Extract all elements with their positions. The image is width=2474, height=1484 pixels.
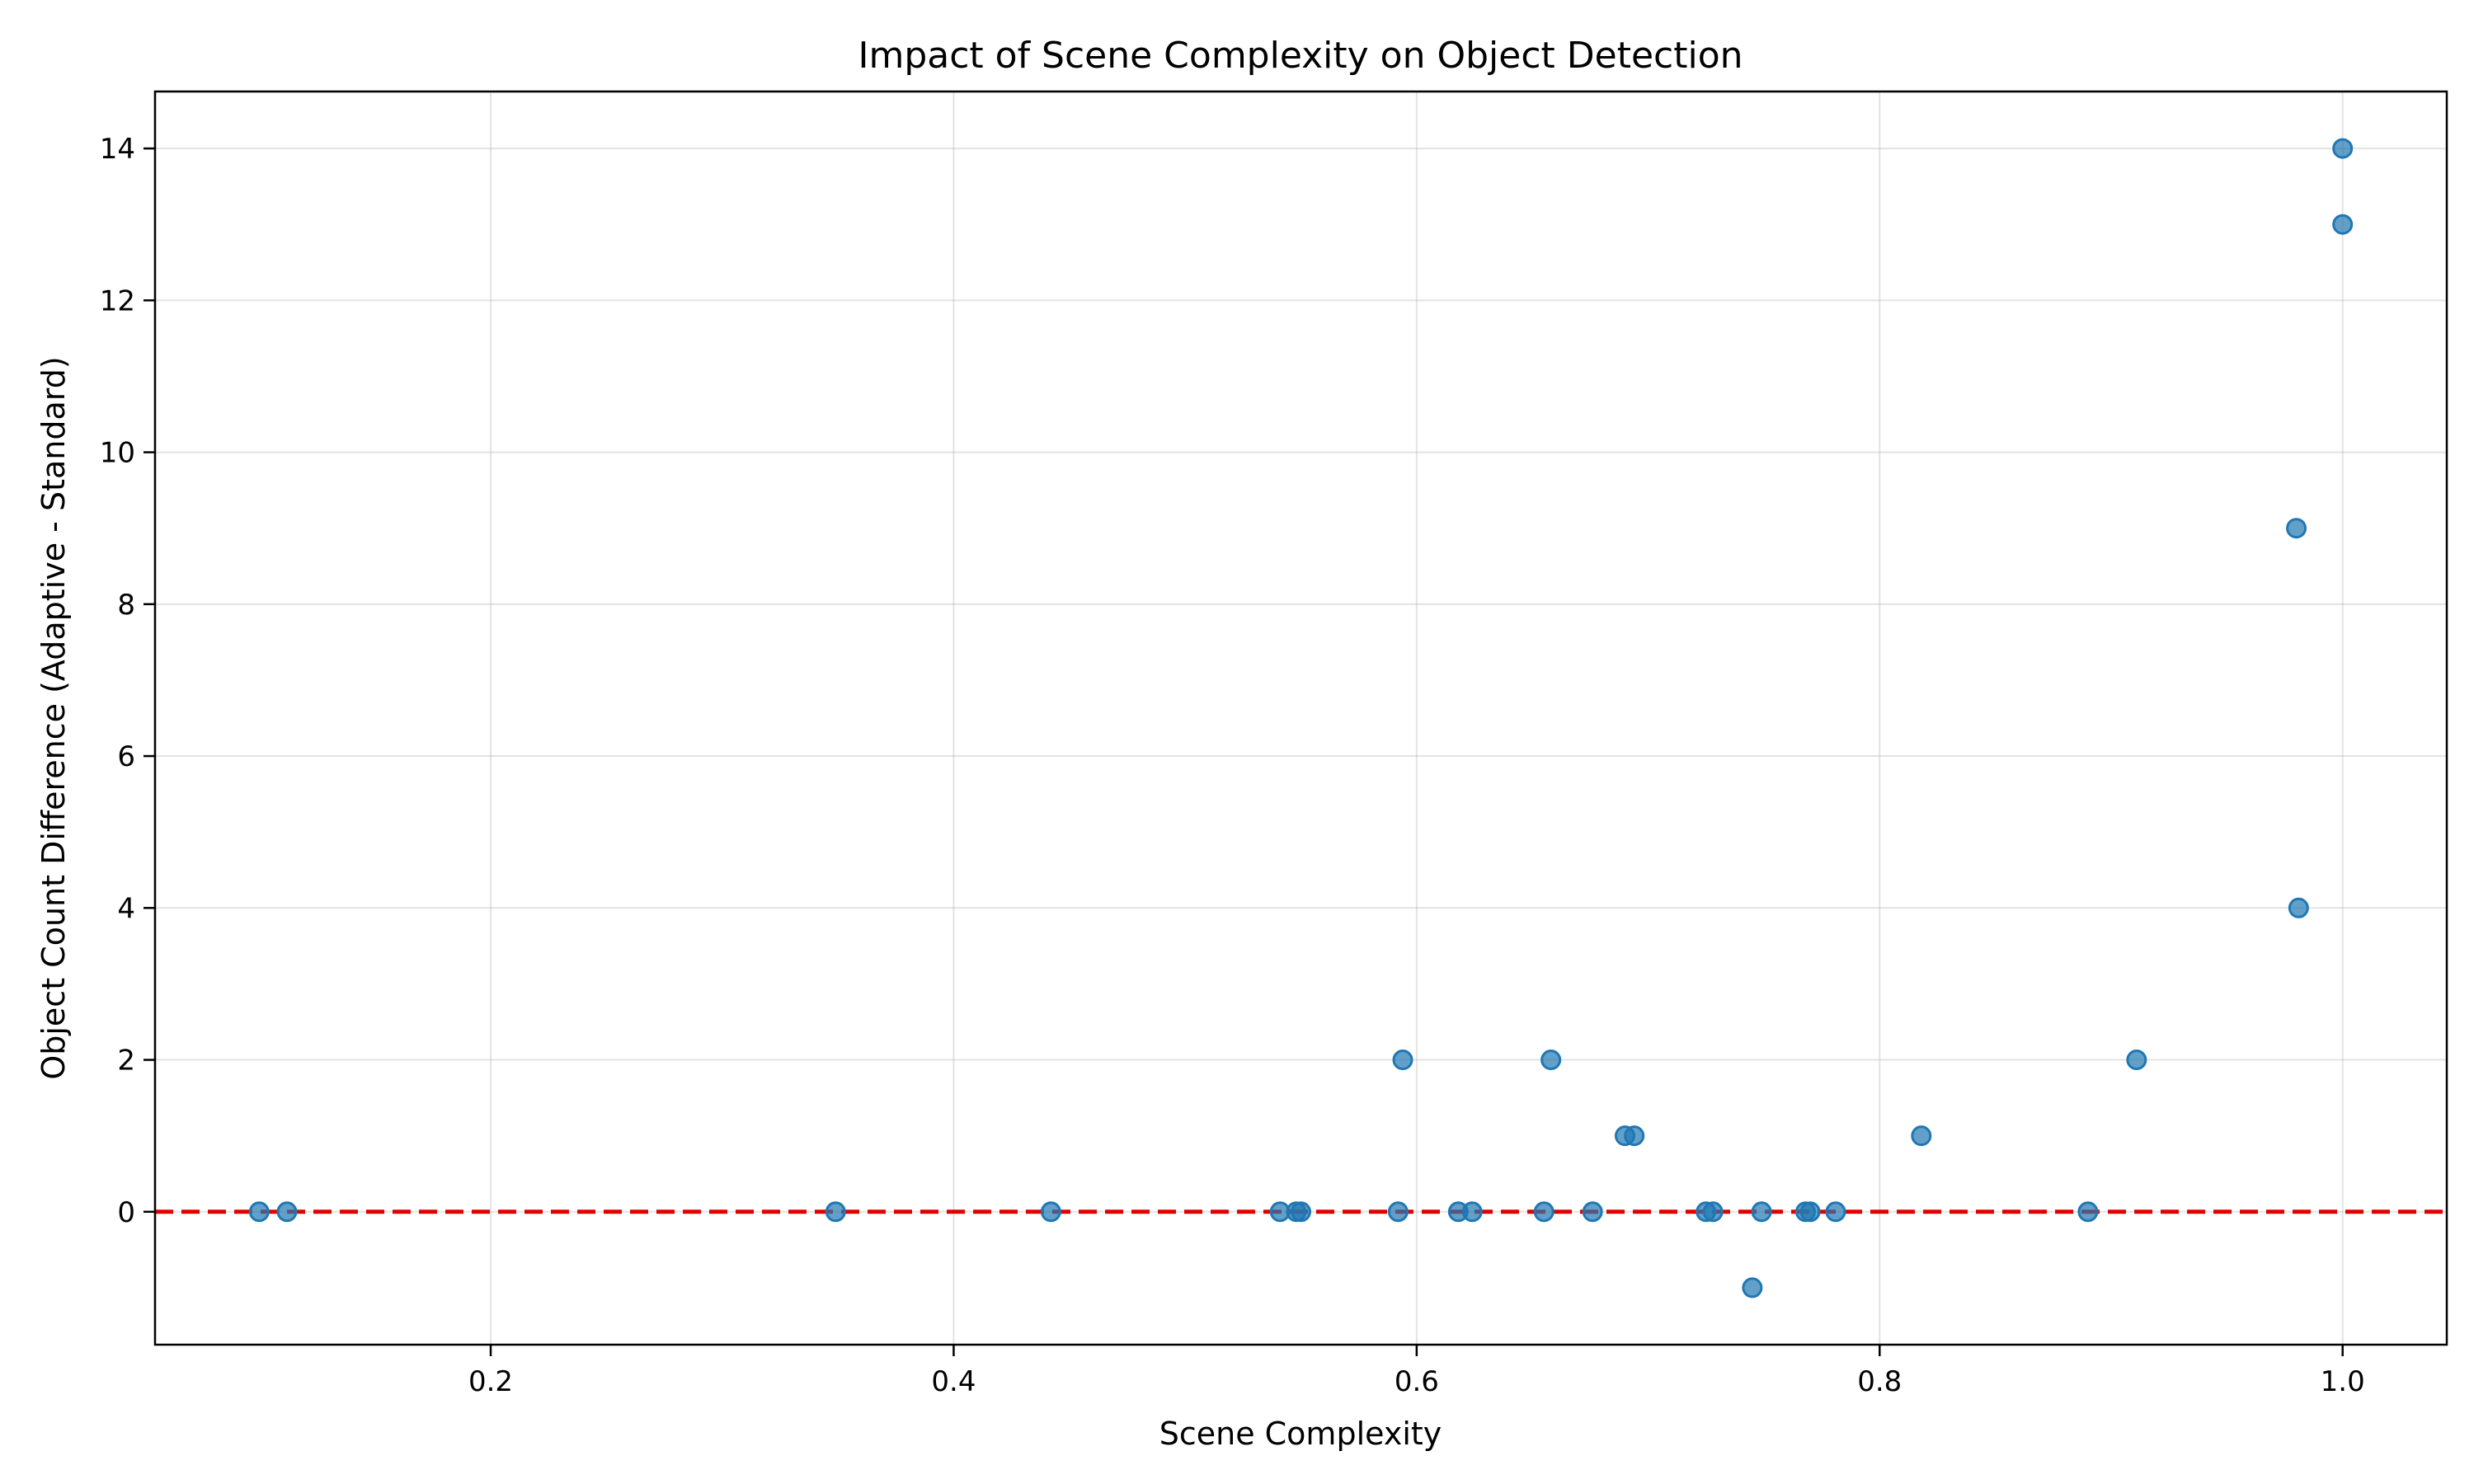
scatter-point [1911, 1125, 1932, 1147]
x-axis-label: Scene Complexity [1159, 1416, 1442, 1452]
plot-frame [153, 90, 2448, 1346]
scatter-point [1387, 1201, 1409, 1223]
y-axis-label: Object Count Difference (Adaptive - Stan… [35, 356, 72, 1079]
x-tick-label: 1.0 [2321, 1365, 2365, 1398]
scatter-point [1040, 1201, 1061, 1223]
scatter-point [1702, 1201, 1724, 1223]
scatter-point [1825, 1201, 1846, 1223]
scatter-point [825, 1201, 846, 1223]
scatter-point [276, 1201, 298, 1223]
y-tick-label: 2 [117, 1045, 135, 1078]
scatter-point [1624, 1125, 1645, 1147]
scatter-point [2286, 518, 2307, 539]
y-tick-label: 8 [117, 589, 135, 622]
y-tick-label: 14 [100, 133, 135, 166]
x-tick-label: 0.2 [468, 1365, 513, 1398]
y-axis-ticks: 0 2 4 6 8 10 12 14 [100, 133, 155, 1229]
scatter-point [1533, 1201, 1554, 1223]
x-tick-label: 0.4 [931, 1365, 976, 1398]
y-tick-label: 0 [117, 1196, 135, 1229]
scatter-point [1392, 1050, 1413, 1071]
grid-lines [155, 92, 2447, 1345]
data-points [248, 138, 2354, 1298]
y-tick-label: 10 [100, 437, 135, 470]
scatter-point [248, 1201, 270, 1223]
scatter-point [2077, 1201, 2099, 1223]
scatter-point [2126, 1050, 2147, 1071]
scatter-point [2332, 138, 2354, 159]
scatter-point [1582, 1201, 1603, 1223]
scatter-point [1742, 1277, 1763, 1298]
scatter-point [2288, 897, 2309, 918]
scatter-point [1751, 1201, 1772, 1223]
y-tick-label: 6 [117, 740, 135, 773]
scatter-point [1799, 1201, 1821, 1223]
x-axis-ticks: 0.2 0.4 0.6 0.8 1.0 [468, 1345, 2365, 1398]
x-tick-label: 0.8 [1857, 1365, 1902, 1398]
y-tick-label: 4 [117, 892, 135, 925]
chart-title: Impact of Scene Complexity on Object Det… [858, 35, 1743, 77]
scatter-point [1461, 1201, 1483, 1223]
scatter-point [1291, 1201, 1311, 1223]
scatter-point [1540, 1050, 1562, 1071]
x-tick-label: 0.6 [1395, 1365, 1439, 1398]
y-tick-label: 12 [100, 284, 135, 317]
scatter-point [2332, 214, 2354, 235]
